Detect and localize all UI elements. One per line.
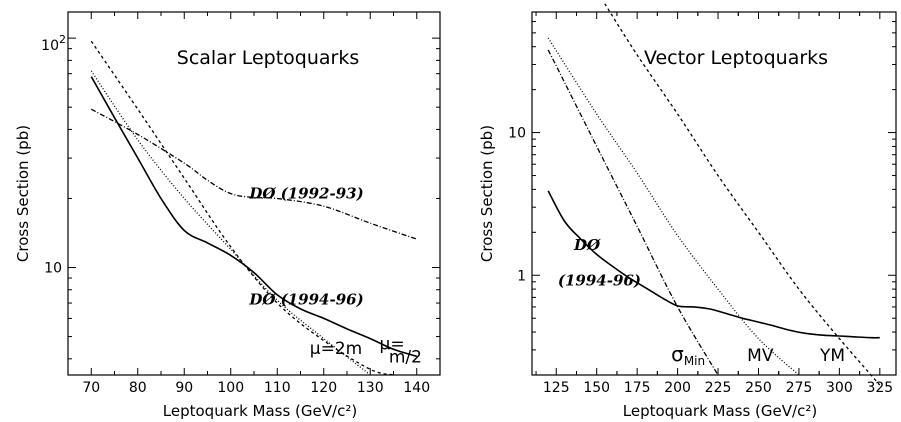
series-line-dash-dot	[547, 49, 719, 376]
plot-frame	[531, 11, 897, 376]
y-axis-label: Cross Section (pb)	[14, 125, 32, 262]
x-axis-label: Leptoquark Mass (GeV/c²)	[163, 402, 357, 420]
x-tick-label: 110	[264, 380, 291, 396]
chart-title: Scalar Leptoquarks	[177, 47, 359, 69]
x-tick-label: 80	[129, 380, 147, 396]
x-tick-label: 300	[826, 380, 853, 396]
annotation-label: YM	[819, 346, 845, 366]
x-tick-label: 130	[357, 380, 384, 396]
x-tick-label: 225	[705, 380, 732, 396]
panel-scalar: 70 80 90 100 110 120 130 140 10 102 Leptoquark Mas…	[14, 11, 441, 420]
x-tick-label: 125	[543, 380, 570, 396]
annotation-label: DØ	[573, 236, 601, 254]
annotation-label: μ=2m	[310, 339, 362, 359]
annotation-label: DØ (1992-93)	[248, 184, 363, 202]
x-tick-label: 90	[175, 380, 193, 396]
x-tick-label: 250	[745, 380, 772, 396]
series-line-dashed	[90, 40, 394, 376]
x-tick-label: 150	[583, 380, 610, 396]
annotation-label: (1994-96)	[558, 271, 641, 289]
series-line-dash-dot	[90, 108, 418, 240]
series-line-dotted	[547, 37, 800, 376]
x-tick-label: 120	[310, 380, 337, 396]
y-tick-label: 102	[41, 33, 66, 54]
x-tick-label: 70	[82, 380, 100, 396]
chart-title: Vector Leptoquarks	[644, 47, 828, 69]
panel-vector: 125 150 175 200 225 250 275 300 325 1 10 Leptoquark…	[478, 3, 897, 420]
series-line-solid	[90, 76, 418, 358]
annotation-label: σMin	[671, 342, 705, 368]
annotation-label: m/2	[389, 348, 422, 368]
annotation-label: DØ (1994-96)	[248, 290, 363, 308]
x-axis-label: Leptoquark Mass (GeV/c²)	[623, 402, 817, 420]
annotation-label: μ=	[380, 334, 405, 354]
annotation-label: MV	[747, 346, 774, 366]
x-tick-label: 200	[664, 380, 691, 396]
x-tick-label: 100	[217, 380, 244, 396]
y-tick-label: 1	[517, 268, 526, 284]
x-tick-label: 325	[866, 380, 893, 396]
series-line-dotted	[90, 70, 371, 376]
y-tick-label: 10	[44, 261, 62, 277]
series-line-dashed	[604, 3, 881, 386]
x-tick-label: 140	[403, 380, 430, 396]
series-line-solid	[547, 190, 880, 339]
y-axis-label: Cross Section (pb)	[478, 125, 496, 262]
x-tick-label: 275	[786, 380, 813, 396]
x-tick-label: 175	[624, 380, 651, 396]
y-tick-label: 10	[508, 126, 526, 142]
